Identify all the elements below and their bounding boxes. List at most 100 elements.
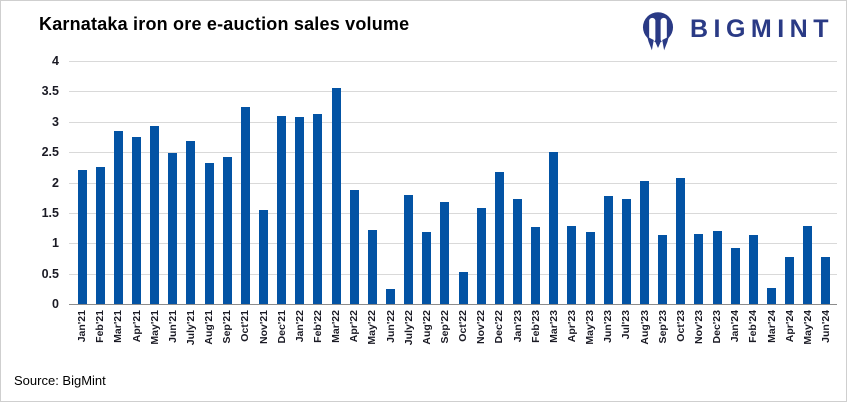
x-tick-label: Jun'23: [602, 310, 615, 343]
x-tick-label: Mar'23: [547, 310, 560, 343]
x-tick-label: Mar'22: [330, 310, 343, 343]
x-tick-label: Sep'21: [221, 310, 234, 344]
bar: [785, 257, 795, 304]
x-tick-label: Aug'21: [203, 310, 216, 345]
gridline: [69, 152, 837, 153]
bar: [730, 247, 740, 304]
bar: [204, 163, 214, 304]
x-tick-label: Feb'23: [529, 310, 542, 343]
x-tick-label: Nov'21: [257, 310, 270, 345]
y-tick-label: 1: [52, 236, 59, 250]
x-tick-label: July'22: [402, 310, 415, 346]
y-tick-label: 2.5: [41, 145, 59, 159]
x-tick-label: Apr'23: [565, 310, 578, 343]
x-tick-label: May'24: [801, 310, 814, 345]
bar: [77, 170, 87, 304]
bar: [694, 234, 704, 304]
bar: [712, 231, 722, 304]
bar: [259, 209, 268, 304]
bar: [803, 226, 813, 304]
bar: [640, 180, 649, 304]
bar: [168, 153, 178, 304]
gridline: [69, 183, 837, 184]
y-tick-label: 1.5: [41, 206, 59, 220]
bar: [422, 232, 432, 304]
x-tick-label: Aug'23: [638, 310, 651, 345]
bar: [676, 177, 686, 304]
y-tick-label: 3.5: [41, 84, 59, 98]
bar: [113, 130, 123, 304]
bar: [748, 235, 758, 304]
source-note: Source: BigMint: [14, 373, 106, 388]
gridline: [69, 61, 837, 62]
x-axis-line: [69, 304, 837, 305]
x-tick-label: May'21: [148, 310, 161, 345]
x-tick-label: Jun'24: [819, 310, 832, 343]
x-tick-label: Sep'22: [438, 310, 451, 344]
x-tick-label: Mar'21: [112, 310, 125, 343]
x-tick-label: Dec'21: [275, 310, 288, 344]
y-tick-label: 3: [52, 115, 59, 129]
gridline: [69, 243, 837, 244]
bar: [386, 288, 395, 304]
x-tick-label: Sep'23: [656, 310, 669, 344]
bar: [95, 167, 105, 304]
x-tick-label: Feb'21: [94, 310, 107, 343]
bar: [331, 88, 341, 304]
y-tick-label: 0.5: [41, 267, 59, 281]
bar: [295, 116, 305, 304]
bar: [404, 194, 414, 304]
x-tick-label: Jun'22: [384, 310, 397, 343]
x-tick-label: Aug'22: [420, 310, 433, 345]
bar: [313, 113, 323, 304]
bar: [476, 208, 486, 304]
x-tick-label: Nov'22: [475, 310, 488, 345]
bar: [531, 226, 541, 304]
bar: [349, 189, 359, 304]
x-tick-label: Dec'23: [711, 310, 724, 344]
x-tick-label: Jul'23: [620, 310, 633, 340]
bar: [549, 152, 559, 304]
x-tick-label: Apr'22: [348, 310, 361, 343]
bar: [603, 195, 613, 304]
y-tick-label: 0: [52, 297, 59, 311]
y-tick-label: 2: [52, 176, 59, 190]
x-tick-label: May'23: [584, 310, 597, 345]
x-tick-label: Jan'24: [729, 310, 742, 343]
gridline: [69, 213, 837, 214]
bar: [150, 126, 160, 304]
x-tick-label: Dec'22: [493, 310, 506, 344]
gridline: [69, 274, 837, 275]
x-tick-label: Jun'21: [166, 310, 179, 343]
bar: [132, 136, 141, 304]
x-tick-label: Nov'23: [692, 310, 705, 345]
bigmint-logo-text: BIGMINT: [689, 15, 834, 43]
x-tick-label: July'21: [184, 310, 197, 346]
bar: [277, 115, 287, 304]
x-tick-label: May'22: [366, 310, 379, 345]
x-tick-label: Oct'21: [239, 310, 252, 342]
bar: [240, 107, 250, 304]
chart-title: Karnataka iron ore e-auction sales volum…: [39, 14, 410, 34]
x-tick-label: Apr'24: [783, 310, 796, 343]
bar: [585, 232, 595, 304]
bar: [821, 256, 831, 304]
bar: [367, 229, 377, 304]
x-tick-label: Apr'21: [130, 310, 143, 343]
bar: [621, 198, 631, 304]
x-tick-label: Jan'21: [76, 310, 89, 343]
x-tick-label: Jan'23: [511, 310, 524, 343]
gridline: [69, 122, 837, 123]
bar: [513, 198, 522, 304]
bar: [658, 235, 668, 304]
bar: [494, 172, 504, 304]
x-tick-label: Mar'24: [765, 310, 778, 343]
bar: [767, 287, 776, 304]
x-tick-label: Oct'22: [457, 310, 470, 342]
bar: [440, 201, 450, 304]
x-tick-label: Feb'24: [747, 310, 760, 343]
x-tick-label: Feb'22: [311, 310, 324, 343]
bar: [458, 271, 468, 304]
